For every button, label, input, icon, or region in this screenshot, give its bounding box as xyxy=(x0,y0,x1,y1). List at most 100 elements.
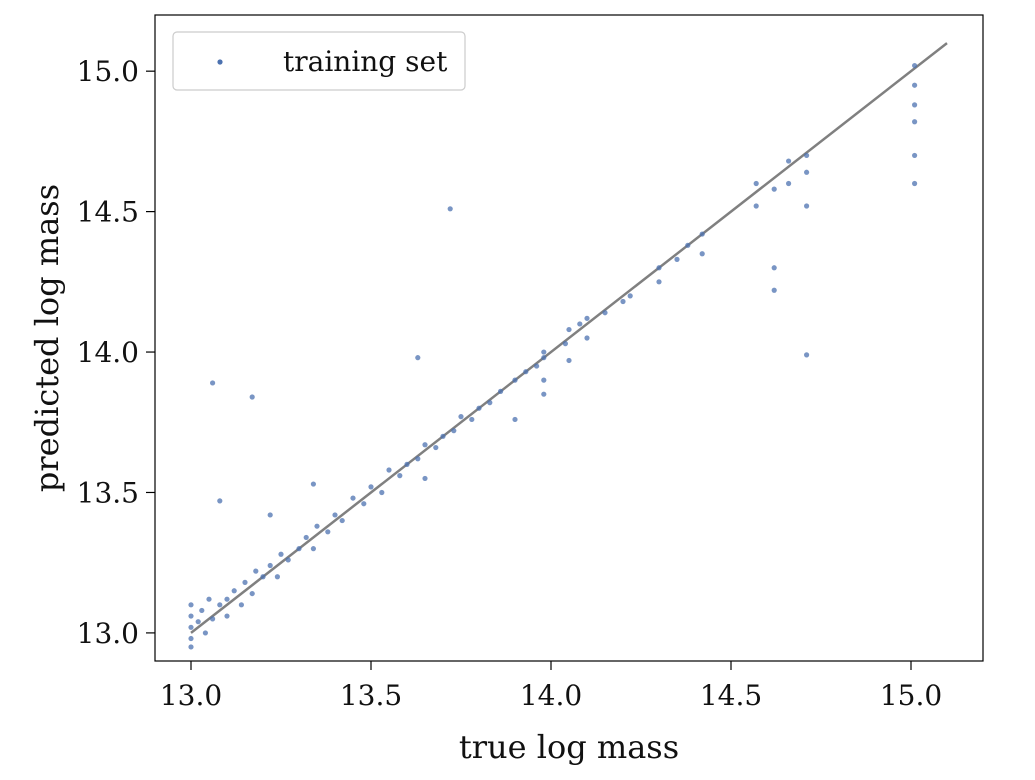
data-point xyxy=(206,596,212,602)
data-point xyxy=(534,363,540,369)
data-point xyxy=(188,644,194,650)
data-point xyxy=(562,341,569,347)
data-point xyxy=(771,265,777,271)
data-point xyxy=(512,416,518,423)
data-point xyxy=(379,489,385,496)
data-point xyxy=(584,315,590,321)
data-point xyxy=(249,394,255,400)
identity-line-group xyxy=(190,42,948,634)
data-point xyxy=(541,391,547,397)
data-point xyxy=(314,523,320,529)
data-point xyxy=(260,574,266,580)
y-axis-ticks: 13.0 13.5 14.0 14.5 15.0 xyxy=(77,55,155,650)
data-point xyxy=(422,475,428,482)
y-tick-label: 14.5 xyxy=(77,196,139,229)
data-point xyxy=(195,619,201,625)
data-point xyxy=(440,433,446,439)
data-point xyxy=(487,400,493,406)
data-point xyxy=(224,596,230,602)
data-point xyxy=(285,557,291,563)
data-point xyxy=(804,169,810,175)
data-point xyxy=(451,428,457,434)
data-point xyxy=(415,355,421,361)
legend: training set xyxy=(172,31,466,91)
data-point xyxy=(786,158,792,164)
data-point xyxy=(656,279,662,285)
data-point xyxy=(303,534,309,541)
data-point xyxy=(786,180,792,187)
y-tick-label: 13.5 xyxy=(77,476,139,509)
data-point xyxy=(912,180,918,187)
data-point xyxy=(512,377,518,383)
data-point xyxy=(202,630,208,636)
data-point xyxy=(422,442,428,448)
data-point xyxy=(267,562,273,569)
legend-label: training set xyxy=(283,45,448,78)
data-point xyxy=(231,588,237,594)
data-point xyxy=(217,602,223,608)
data-point xyxy=(397,473,403,479)
data-point xyxy=(469,416,475,423)
data-point xyxy=(699,231,705,237)
data-point xyxy=(386,467,392,473)
y-axis-label: predicted log mass xyxy=(28,184,66,492)
y-tick-label: 15.0 xyxy=(77,55,139,88)
data-point xyxy=(278,551,284,557)
data-point xyxy=(210,380,216,386)
data-point xyxy=(368,484,374,490)
x-tick-label: 13.0 xyxy=(160,679,222,712)
data-point xyxy=(188,624,194,630)
data-point xyxy=(566,357,572,364)
x-tick-label: 14.5 xyxy=(700,679,762,712)
data-point xyxy=(771,287,777,293)
data-point xyxy=(433,444,439,451)
data-point xyxy=(685,242,691,248)
data-point xyxy=(224,613,230,619)
data-point xyxy=(656,265,662,271)
data-point xyxy=(447,206,453,212)
data-point xyxy=(620,298,626,305)
data-points xyxy=(188,62,918,650)
data-point xyxy=(339,517,345,524)
identity-line xyxy=(190,42,948,634)
data-point xyxy=(577,321,583,327)
legend-box xyxy=(172,31,466,91)
data-point xyxy=(253,568,259,574)
data-point xyxy=(332,512,338,518)
data-point xyxy=(753,180,759,187)
data-point xyxy=(699,251,705,257)
x-tick-label: 14.0 xyxy=(520,679,582,712)
data-point xyxy=(188,613,194,619)
data-point xyxy=(188,635,194,642)
legend-marker xyxy=(217,59,223,65)
data-point xyxy=(804,152,810,159)
data-point xyxy=(476,405,482,411)
data-point xyxy=(912,62,918,69)
data-point xyxy=(674,256,680,262)
data-point xyxy=(584,335,590,341)
data-point xyxy=(771,186,777,192)
data-point xyxy=(541,355,547,361)
data-point xyxy=(296,546,302,552)
data-point xyxy=(753,203,759,209)
data-point xyxy=(523,369,529,375)
data-point xyxy=(602,310,608,316)
y-tick-label: 13.0 xyxy=(77,617,139,650)
data-point xyxy=(566,326,572,333)
data-point xyxy=(188,602,194,608)
x-tick-label: 13.5 xyxy=(340,679,402,712)
data-point xyxy=(210,616,216,622)
data-point xyxy=(541,349,547,355)
data-point xyxy=(249,590,255,597)
data-point xyxy=(627,293,633,299)
x-axis-label: true log mass xyxy=(459,728,679,766)
data-point xyxy=(912,152,918,159)
data-point xyxy=(310,481,316,487)
data-point xyxy=(310,546,316,552)
data-point xyxy=(912,102,918,108)
data-point xyxy=(404,461,410,467)
data-point xyxy=(804,203,810,209)
x-axis-ticks: 13.0 13.5 14.0 14.5 15.0 xyxy=(160,661,942,712)
data-point xyxy=(458,414,464,420)
